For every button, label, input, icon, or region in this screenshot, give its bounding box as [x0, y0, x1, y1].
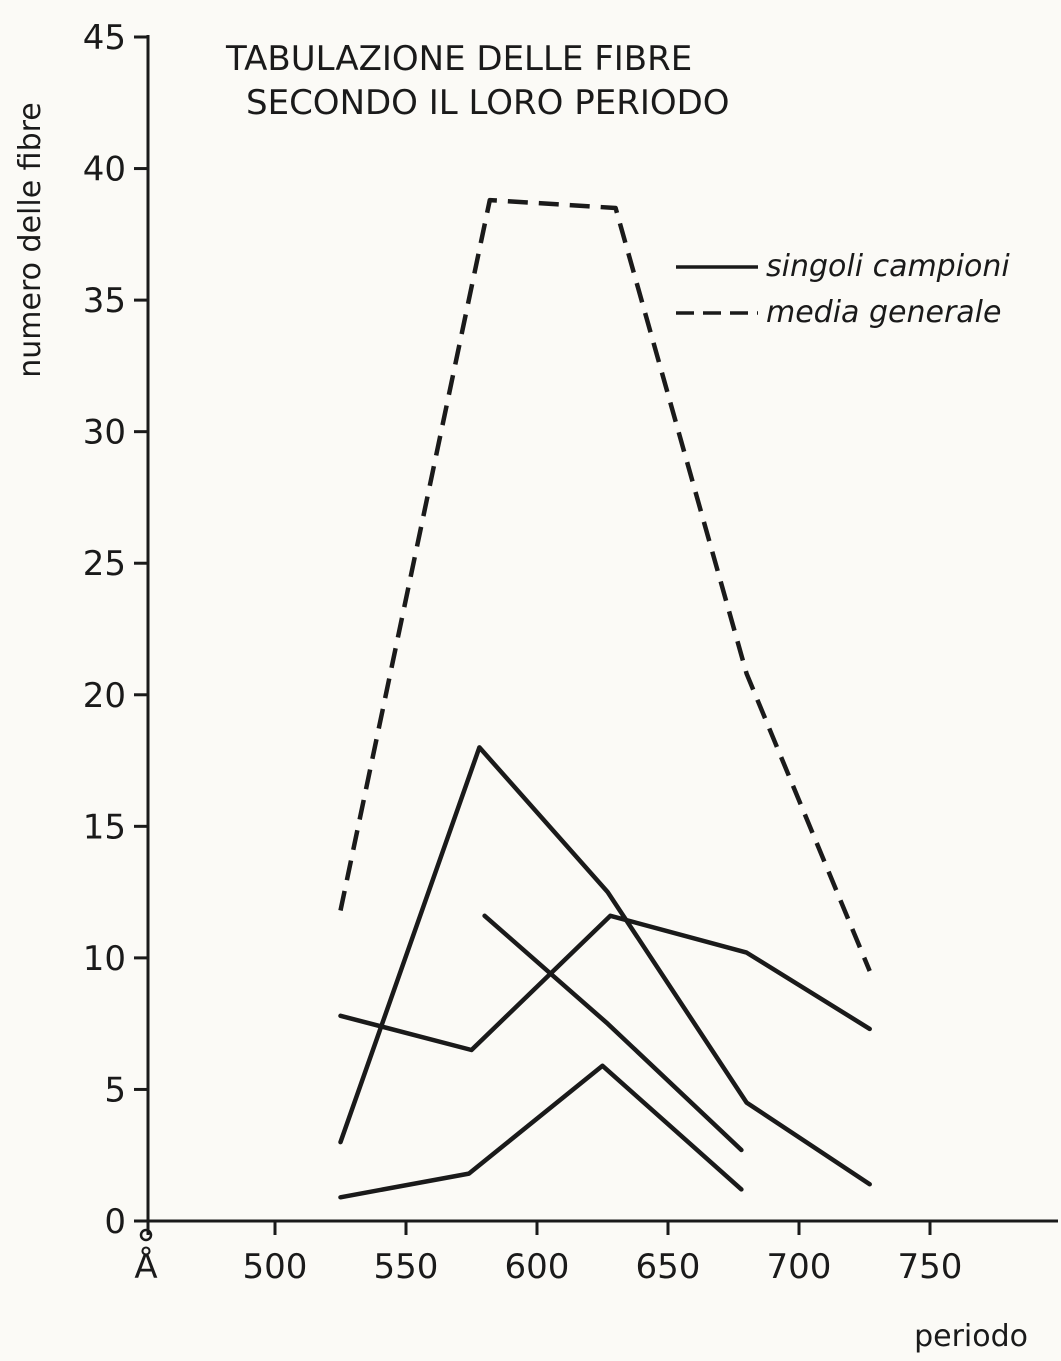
x-tick-label: 600 [505, 1247, 570, 1287]
y-tick-label: 35 [83, 281, 126, 321]
y-tick-label: 30 [83, 413, 126, 453]
series-line-campione-2 [338, 913, 872, 1053]
series-line-campione-3 [482, 913, 744, 1153]
series-line-campione-4 [338, 1063, 744, 1200]
x-axis-label: periodo [914, 1319, 1028, 1354]
x-unit-label: Å [134, 1246, 157, 1287]
y-tick-label: 15 [83, 807, 126, 847]
x-tick-label: 700 [767, 1247, 832, 1287]
x-tick-label: 650 [636, 1247, 701, 1287]
series-lines [338, 197, 872, 1200]
y-tick-label: 0 [104, 1202, 126, 1242]
y-tick-label: 25 [83, 544, 126, 584]
series-line-media-generale [338, 197, 872, 972]
x-tick-label: 550 [374, 1247, 439, 1287]
y-axis-label: numero delle fibre [13, 102, 48, 378]
chart-title-line-2: SECONDO IL LORO PERIODO [246, 83, 730, 123]
series-line-campione-1 [338, 745, 872, 1187]
legend-label: media generale [766, 295, 1001, 330]
axes: 0 5 10 15 20 25 30 35 40 45 500 550 600 650 700 750 [83, 18, 1058, 1287]
y-tick-label: 45 [83, 18, 126, 58]
legend: singoli campioni media generale [676, 249, 1010, 330]
y-tick-label: 10 [83, 939, 126, 979]
y-tick-label: 5 [104, 1070, 126, 1110]
y-tick-label: 40 [83, 150, 126, 190]
angstrom-ring [139, 1228, 153, 1242]
chart-title-line-1: TABULAZIONE DELLE FIBRE [225, 39, 692, 79]
legend-label: singoli campioni [766, 249, 1010, 284]
x-tick-label: 750 [898, 1247, 963, 1287]
x-tick-label: 500 [243, 1247, 308, 1287]
y-tick-label: 20 [83, 676, 126, 716]
